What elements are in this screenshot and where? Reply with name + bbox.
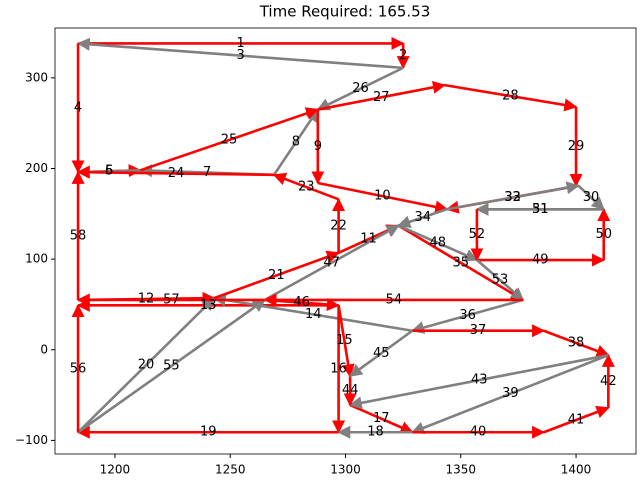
arrow-label: 12 <box>138 292 155 307</box>
arrow-label: 40 <box>470 425 487 440</box>
arrow-label: 29 <box>568 139 585 154</box>
chart-title: Time Required: 165.53 <box>259 3 431 21</box>
arrow-label: 36 <box>459 308 476 323</box>
route-arrow <box>317 181 449 214</box>
arrow-label: 57 <box>163 292 180 307</box>
arrow-label: 3 <box>236 48 244 63</box>
arrow-label: 54 <box>386 292 403 307</box>
arrow-label: 45 <box>373 346 390 361</box>
arrow-label: 28 <box>502 88 519 103</box>
arrow-label: 5 <box>105 164 113 179</box>
arrow-label: 23 <box>298 180 315 195</box>
route-arrow <box>317 80 446 111</box>
route-arrow <box>213 250 340 300</box>
route-arrow <box>272 108 319 176</box>
y-tick-label: 0 <box>40 342 48 356</box>
route-arrow <box>446 181 580 211</box>
arrow-label: 25 <box>221 132 238 147</box>
arrow-label: 42 <box>600 374 617 389</box>
arrow-label: 48 <box>429 235 446 250</box>
arrow-label: 53 <box>492 272 509 287</box>
x-tick-label: 1300 <box>330 463 361 477</box>
arrow-label: 8 <box>292 135 300 150</box>
y-tick-label: −100 <box>15 433 48 447</box>
arrow-label: 37 <box>470 323 487 338</box>
arrow-label: 21 <box>268 268 285 283</box>
arrow-label: 32 <box>504 190 521 205</box>
arrow-label: 15 <box>336 333 353 348</box>
arrow-label: 41 <box>568 413 585 428</box>
arrow-label: 10 <box>374 189 391 204</box>
route-arrow <box>397 208 448 229</box>
x-tick-label: 1400 <box>561 463 592 477</box>
arrow-label: 24 <box>168 166 185 181</box>
arrow-label: 58 <box>70 229 87 244</box>
arrow-label: 52 <box>469 227 486 242</box>
arrow-label: 38 <box>568 335 585 350</box>
route-arrow <box>543 405 610 434</box>
arrow-label: 44 <box>342 383 359 398</box>
arrow-label: 31 <box>532 202 549 217</box>
arrow-label: 47 <box>323 255 340 270</box>
arrow-label: 4 <box>74 100 82 115</box>
route-arrow <box>476 259 525 301</box>
arrow-label: 11 <box>360 232 377 247</box>
arrow-label: 17 <box>373 411 390 426</box>
arrow-label: 9 <box>314 139 322 154</box>
route-arrow <box>264 224 400 302</box>
y-tick-label: 300 <box>25 70 48 84</box>
route-arrow <box>139 107 320 172</box>
arrow-label: 2 <box>399 48 407 63</box>
arrow-label: 7 <box>203 165 211 180</box>
arrow-label: 35 <box>453 255 470 270</box>
arrow-label: 19 <box>200 425 217 440</box>
y-tick-label: 100 <box>25 252 48 266</box>
arrow-label: 30 <box>583 190 600 205</box>
arrow-label: 16 <box>330 361 347 376</box>
route-arrow <box>272 172 340 201</box>
route-arrow <box>76 165 275 179</box>
arrow-label: 56 <box>70 361 87 376</box>
x-tick-label: 1250 <box>215 463 246 477</box>
arrow-label: 51 <box>532 202 549 217</box>
arrow-label: 34 <box>414 210 431 225</box>
route-arrow <box>397 224 525 302</box>
route-arrow <box>212 293 413 333</box>
arrow-label: 55 <box>163 359 180 374</box>
route-arrow <box>77 297 216 434</box>
arrow-label: 46 <box>293 295 310 310</box>
route-arrow <box>398 224 479 262</box>
arrow-label: 26 <box>352 81 369 96</box>
arrow-label: 43 <box>471 373 488 388</box>
route-arrow <box>316 66 404 111</box>
arrow-label: 39 <box>502 386 519 401</box>
arrow-label: 20 <box>138 358 155 373</box>
route-arrow <box>577 184 605 211</box>
route-arrow <box>543 329 610 358</box>
route-arrow <box>411 353 609 435</box>
arrow-label: 14 <box>305 307 322 322</box>
arrow-label: 13 <box>200 298 217 313</box>
route-arrow <box>411 298 524 334</box>
route-arrow <box>444 83 578 112</box>
x-tick-label: 1350 <box>446 463 477 477</box>
arrow-label: 18 <box>367 425 384 440</box>
arrow-label: 27 <box>373 90 390 105</box>
route-arrow <box>77 298 266 434</box>
route-arrow <box>349 403 414 434</box>
arrow-label: 22 <box>330 219 347 234</box>
route-arrow <box>348 353 609 410</box>
arrow-label: 49 <box>532 253 549 268</box>
arrow-label: 33 <box>504 190 521 205</box>
x-tick-label: 1200 <box>100 463 131 477</box>
arrow-label: 6 <box>105 164 113 179</box>
route-arrow <box>76 37 404 70</box>
arrow-label: 50 <box>595 227 612 242</box>
arrow-label: 1 <box>236 36 244 51</box>
route-arrow <box>349 329 414 378</box>
route-arrow <box>337 305 355 378</box>
y-tick-label: 200 <box>25 161 48 175</box>
